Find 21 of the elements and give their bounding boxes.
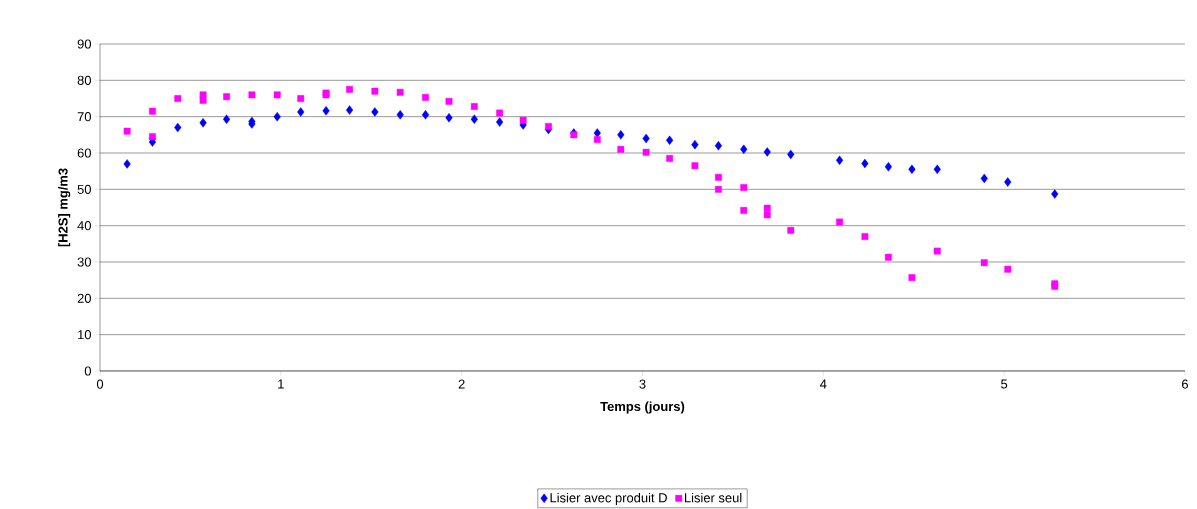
y-tick-label: 50 — [77, 184, 91, 194]
y-axis-title: [H2S] mg/m3 — [58, 168, 71, 247]
y-tick-label: 0 — [84, 366, 91, 376]
x-tick-label: 1 — [278, 379, 284, 389]
y-tick-label: 60 — [77, 148, 91, 158]
y-tick-label: 40 — [77, 221, 91, 231]
y-tick-label: 10 — [78, 330, 91, 340]
y-tick-label: 70 — [77, 112, 91, 122]
x-axis-title: Temps (jours) — [600, 401, 685, 414]
x-tick-label: 2 — [458, 379, 465, 389]
y-tick-label: 80 — [77, 75, 91, 85]
x-tick-label: 4 — [820, 379, 827, 389]
x-tick-label: 5 — [1001, 379, 1008, 389]
x-tick-label: 3 — [639, 379, 646, 389]
y-tick-label: 90 — [77, 39, 91, 49]
y-tick-label: 30 — [77, 257, 91, 267]
legend-label: Lisier seul — [684, 492, 742, 503]
legend-label: Lisier avec produit D — [550, 492, 667, 505]
x-tick-label: 6 — [1182, 379, 1188, 389]
x-tick-label: 0 — [96, 379, 104, 389]
y-tick-label: 20 — [77, 293, 91, 303]
